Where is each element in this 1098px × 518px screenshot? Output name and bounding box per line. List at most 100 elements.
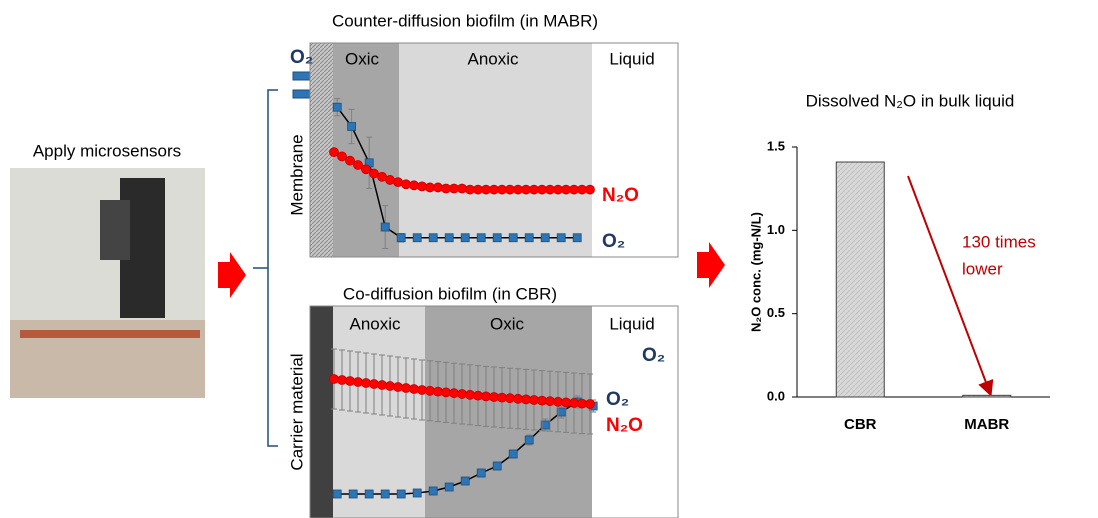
point [476,233,486,243]
point [428,233,438,243]
point [465,389,475,400]
point [332,102,342,112]
point [361,378,371,388]
point [401,179,411,190]
chart-title: Counter-diffusion biofilm (in MABR) [332,11,598,30]
annotation: 130 times [962,232,1036,251]
inlet-label: O₂ [290,47,313,68]
zone [310,306,333,518]
zone-label: Anoxic [467,49,519,68]
series-label: O₂ [602,231,625,252]
point [417,385,427,395]
point [444,233,454,243]
point [460,233,470,243]
point [393,177,403,188]
bar [835,161,885,398]
zone [592,43,678,257]
point [347,122,357,131]
point [329,147,339,158]
point [393,382,403,392]
point [441,387,451,398]
bracket [253,89,278,447]
point [524,233,534,243]
point [412,233,422,243]
zone-label: Oxic [490,314,525,333]
series-label: N₂O [602,185,639,206]
point [364,489,374,499]
point [425,385,435,396]
zone [310,43,333,257]
point [444,482,454,492]
left-title: Apply microsensors [33,141,181,160]
point [492,461,502,471]
point [369,379,379,389]
zone-label: Oxic [345,49,380,68]
point [412,488,422,498]
zone-label: Liquid [609,314,654,333]
point [380,222,390,232]
point [492,233,502,243]
y-tick-label: 1.5 [767,138,785,153]
x-tick-label: CBR [844,416,877,433]
series-label: O₂ [606,389,629,410]
point [524,435,534,445]
point [433,386,443,397]
inlet-label: O₂ [642,345,665,366]
point [337,375,347,385]
side-label: Membrane [287,134,306,215]
zone-label: Anoxic [349,314,401,333]
zone [333,43,399,257]
point [385,381,395,391]
point [449,388,459,399]
point [385,175,395,185]
point [457,389,467,399]
point [329,374,339,384]
point [345,155,355,166]
annotation: lower [962,259,1003,278]
point [556,233,566,243]
point [508,233,518,243]
point [433,182,443,193]
zone-label: Liquid [609,49,654,68]
point [396,489,406,499]
side-label: Carrier material [287,353,306,470]
x-tick-label: MABR [964,416,1009,433]
point [380,489,390,499]
annotation-arrow [907,175,994,397]
point [361,164,371,175]
point [476,468,486,478]
point [473,390,483,401]
point [337,151,347,162]
point [396,233,406,243]
point [585,184,595,195]
point [540,233,550,243]
zone [333,306,425,518]
point [409,180,419,191]
y-tick-label: 0.5 [767,305,785,320]
zone [399,43,592,257]
point [417,181,427,192]
point [409,384,419,394]
arrow [697,242,725,288]
point [345,376,355,386]
series-label: N₂O [606,415,643,436]
point [457,183,467,194]
point [540,420,550,430]
plot-frame [309,305,679,518]
point [353,377,363,387]
arrow [218,252,246,298]
point [401,383,411,393]
point [585,399,595,409]
bar [962,394,1012,398]
series-line [336,106,578,239]
zone [592,306,678,518]
point [377,380,387,390]
y-tick-label: 0.0 [767,388,785,403]
point [428,486,438,496]
point [572,233,582,243]
point [460,476,470,486]
chart-title: Dissolved N₂O in bulk liquid [806,91,1015,110]
plot-frame [309,42,679,258]
y-tick-label: 1.0 [767,222,785,237]
